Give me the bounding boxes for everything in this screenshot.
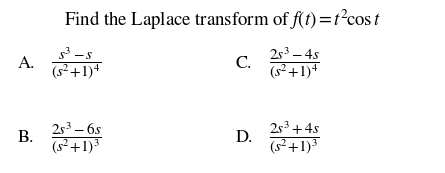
Text: A.: A.: [18, 56, 35, 72]
Text: $\dfrac{2s^3+4s}{(s^2\!+\!1)^3}$: $\dfrac{2s^3+4s}{(s^2\!+\!1)^3}$: [269, 120, 320, 157]
Text: D.: D.: [236, 130, 253, 146]
Text: $\dfrac{2s^3-6s}{(s^2\!+\!1)^3}$: $\dfrac{2s^3-6s}{(s^2\!+\!1)^3}$: [51, 120, 102, 157]
Text: Find the Laplace transform of $f(t) = t^2\!\cos t$: Find the Laplace transform of $f(t) = t^…: [64, 8, 381, 32]
Text: $\dfrac{s^3-s}{(s^2\!+\!1)^4}$: $\dfrac{s^3-s}{(s^2\!+\!1)^4}$: [51, 46, 101, 82]
Text: $\dfrac{2s^3-4s}{(s^2\!+\!1)^4}$: $\dfrac{2s^3-4s}{(s^2\!+\!1)^4}$: [269, 46, 320, 82]
Text: B.: B.: [18, 130, 34, 146]
Text: C.: C.: [236, 56, 252, 72]
